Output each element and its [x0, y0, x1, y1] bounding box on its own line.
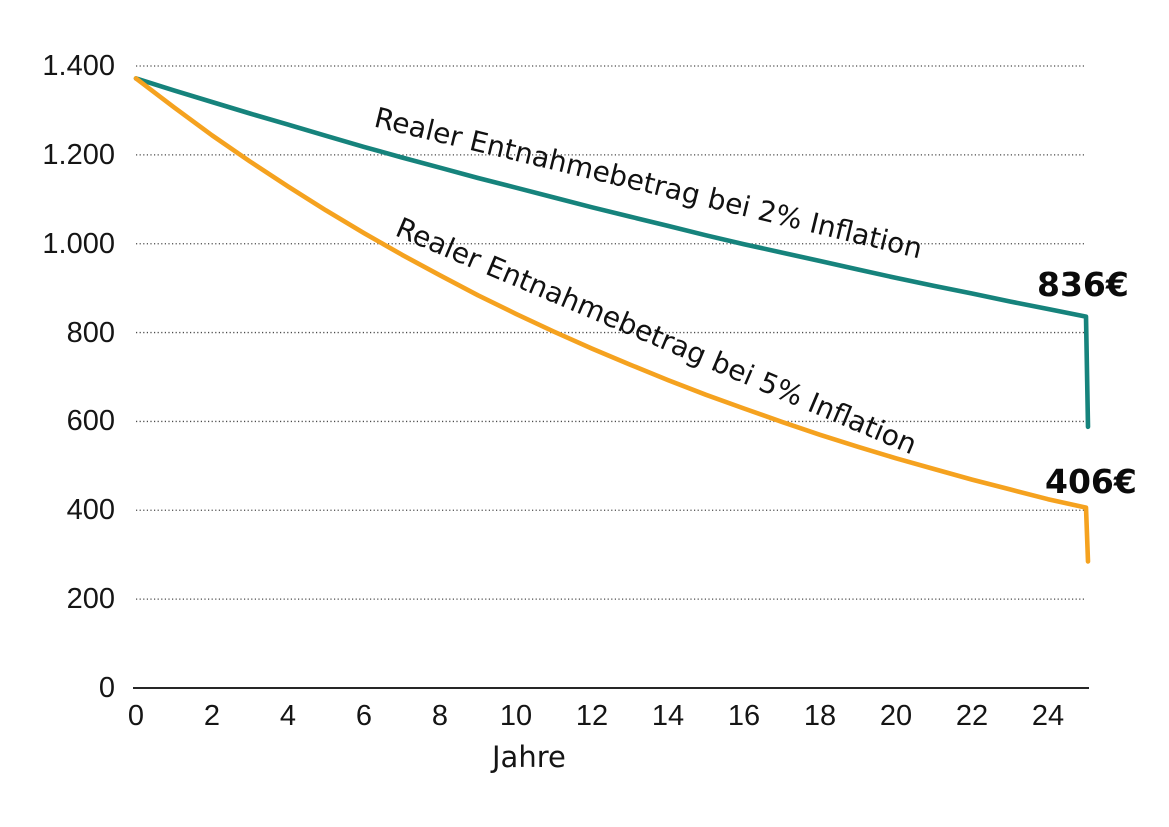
x-tick-label-16: 16: [727, 700, 761, 732]
x-tick-label-6: 6: [355, 700, 373, 732]
x-tick-label-24: 24: [1031, 700, 1065, 732]
y-tick-label-400: 400: [66, 494, 115, 527]
end-value-label-5pct: 406€: [1045, 462, 1137, 501]
x-tick-label-2: 2: [203, 700, 221, 732]
x-axis-title: Jahre: [492, 740, 566, 774]
y-tick-label-800: 800: [66, 316, 115, 349]
x-tick-label-20: 20: [879, 700, 913, 732]
y-tick-label-1400: 1.400: [42, 50, 115, 82]
y-tick-label-0: 0: [98, 672, 115, 704]
series-line-real-withdrawal-5pct-inflation: [133, 76, 1091, 564]
y-tick-label-1200: 1.200: [42, 138, 115, 171]
y-tick-label-1000: 1.000: [42, 227, 115, 260]
x-tick-label-8: 8: [431, 700, 449, 732]
x-tick-label-10: 10: [499, 700, 533, 732]
x-tick-label-4: 4: [279, 700, 297, 732]
y-tick-label-200: 200: [66, 583, 115, 616]
x-tick-label-22: 22: [955, 700, 989, 732]
y-tick-label-600: 600: [66, 405, 115, 438]
x-tick-label-18: 18: [803, 700, 837, 732]
x-tick-label-14: 14: [651, 700, 685, 732]
x-tick-label-0: 0: [127, 700, 145, 732]
end-value-label-2pct: 836€: [1037, 265, 1129, 304]
series-line-real-withdrawal-2pct-inflation: [133, 76, 1091, 430]
x-tick-label-12: 12: [575, 700, 609, 732]
